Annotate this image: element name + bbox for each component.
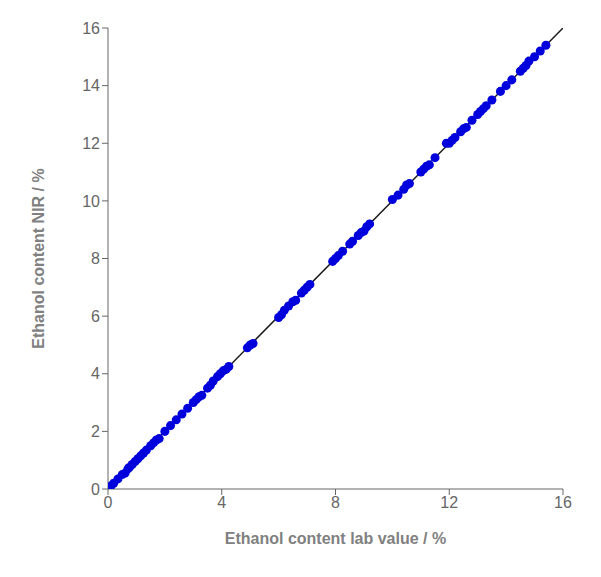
svg-text:10: 10 — [82, 193, 100, 210]
svg-text:0: 0 — [104, 494, 113, 511]
svg-text:4: 4 — [217, 494, 226, 511]
svg-text:4: 4 — [91, 365, 100, 382]
svg-text:14: 14 — [82, 77, 100, 94]
svg-text:2: 2 — [91, 423, 100, 440]
svg-text:12: 12 — [440, 494, 458, 511]
svg-text:16: 16 — [82, 20, 100, 37]
svg-text:16: 16 — [554, 494, 572, 511]
svg-text:8: 8 — [331, 494, 340, 511]
svg-text:0: 0 — [91, 481, 100, 498]
svg-text:Ethanol content lab value / %: Ethanol content lab value / % — [225, 530, 446, 547]
svg-text:Ethanol content NIR / %: Ethanol content NIR / % — [30, 168, 47, 348]
svg-text:6: 6 — [91, 308, 100, 325]
svg-text:8: 8 — [91, 250, 100, 267]
svg-text:12: 12 — [82, 135, 100, 152]
